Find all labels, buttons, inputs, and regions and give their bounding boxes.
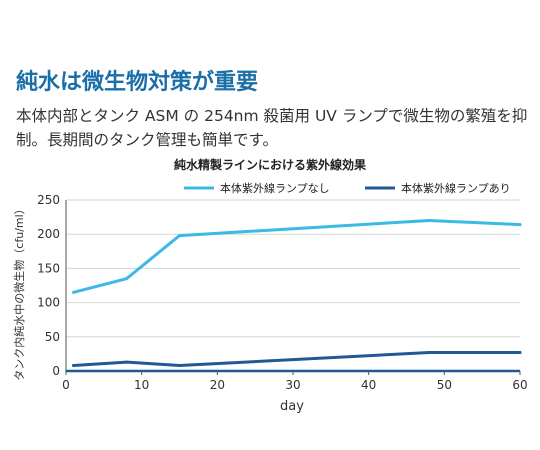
legend-label-1: 本体紫外線ランプなし <box>220 181 330 195</box>
y-tick-label: 50 <box>45 330 60 344</box>
description: 本体内部とタンク ASM の 254nm 殺菌用 UV ランプで微生物の繁殖を抑… <box>16 107 528 149</box>
y-axis-label: タンク内純水中の微生物（cfu/ml） <box>12 203 26 380</box>
data-point <box>518 223 522 227</box>
x-tick-label: 20 <box>210 378 225 392</box>
legend-label-2: 本体紫外線ランプあり <box>401 181 511 195</box>
data-point <box>178 234 181 238</box>
y-tick-label: 150 <box>37 261 60 275</box>
y-tick-label: 100 <box>37 296 60 310</box>
y-tick-label: 0 <box>52 364 60 378</box>
data-point <box>427 219 431 223</box>
headline: 純水は微生物対策が重要 <box>16 70 259 95</box>
data-point <box>125 360 129 364</box>
x-tick-label: 40 <box>361 378 376 392</box>
x-tick-label: 30 <box>285 378 300 392</box>
data-point <box>427 351 431 355</box>
x-tick-label: 0 <box>62 378 70 392</box>
legend: 本体紫外線ランプなし 本体紫外線ランプあり <box>184 181 511 195</box>
data-point <box>518 351 522 355</box>
x-tick-label: 10 <box>134 378 149 392</box>
data-point <box>72 364 76 368</box>
grid-lines <box>66 199 520 338</box>
data-point <box>178 364 181 368</box>
data-point <box>72 290 76 294</box>
axes: 0 50 100 150 200 250 0 10 20 30 40 50 60 <box>37 193 528 392</box>
series-line-2 <box>72 351 522 367</box>
x-axis-label: day <box>280 399 304 414</box>
series-layer <box>72 219 522 368</box>
x-tick-label: 60 <box>512 378 527 392</box>
y-tick-label: 250 <box>37 193 60 207</box>
series-line-1 <box>72 219 522 294</box>
x-tick-label: 50 <box>437 378 452 392</box>
chart-title: 純水精製ラインにおける紫外線効果 <box>173 158 366 172</box>
y-tick-label: 200 <box>37 227 60 241</box>
data-point <box>125 277 129 281</box>
